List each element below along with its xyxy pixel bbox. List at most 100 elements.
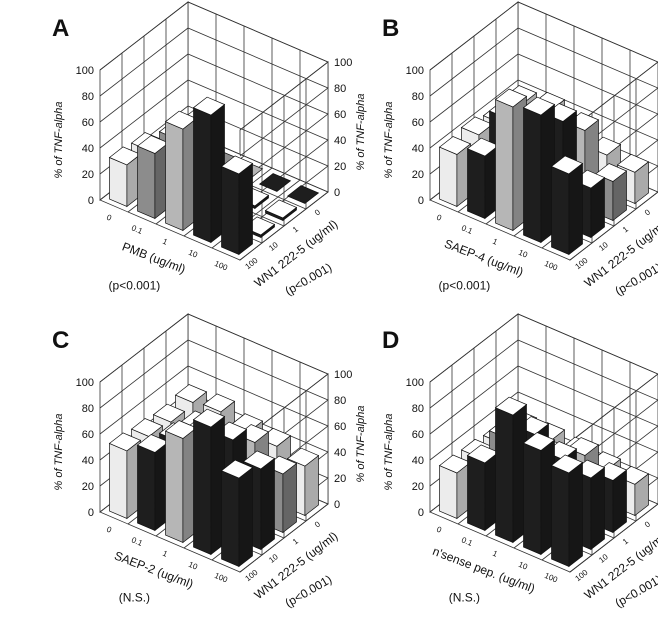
bar-top: [220, 155, 254, 175]
z-tick-label: 100: [243, 568, 260, 584]
z-tick-label: 100: [573, 568, 590, 584]
bar-front: [109, 442, 128, 520]
bar: [466, 444, 500, 532]
bar: [192, 96, 226, 244]
z-tick-label: 0: [643, 519, 652, 529]
bar-front: [193, 107, 212, 244]
bar-front: [467, 454, 486, 532]
panel-letter: B: [382, 15, 399, 42]
bar: [192, 408, 226, 556]
bars: [438, 85, 650, 256]
bar: [258, 173, 292, 192]
z-tick-label: 10: [597, 240, 610, 253]
y-tick-label-right: 0: [334, 499, 340, 511]
z-tick-label: 1: [291, 224, 300, 234]
bar: [136, 135, 170, 220]
x-pvalue: (p<0.001): [109, 279, 161, 293]
bar: [108, 146, 142, 208]
panel-letter: A: [52, 15, 69, 42]
y-tick-label-left: 20: [82, 169, 94, 181]
z-tick-label: 1: [291, 536, 300, 546]
z-tick-label: 0: [313, 207, 322, 217]
bar-top: [192, 96, 226, 116]
bar-side: [260, 457, 275, 551]
y-tick-label-left: 0: [418, 507, 424, 519]
bar-top: [438, 136, 472, 155]
x-tick-label: 0: [435, 525, 443, 535]
z-tick-label: 100: [243, 256, 260, 272]
y-tick-label-right: 60: [334, 421, 346, 433]
y-tick-label-left: 0: [88, 507, 94, 519]
bar: [164, 110, 198, 232]
x-tick-label: 0.1: [130, 223, 144, 236]
y-tick-label-left: 0: [88, 195, 94, 207]
y-tick-label-left: 40: [412, 143, 424, 155]
x-axis-label: SAEP-2 (ug/ml): [112, 548, 195, 591]
y-tick-label-right: 60: [334, 109, 346, 121]
y-axis-label-right: % of TNF-alpha: [355, 93, 367, 170]
y-axis-label-right: % of TNF-alpha: [355, 405, 367, 482]
bar-top: [522, 432, 556, 451]
x-tick-label: 0.1: [130, 535, 144, 548]
y-tick-label-left: 0: [418, 195, 424, 207]
bar-front: [551, 464, 570, 568]
x-tick-label: 0: [435, 213, 443, 223]
x-tick-label: 10: [517, 248, 529, 260]
bar: [136, 434, 170, 532]
bar-top: [616, 153, 650, 173]
bar-front: [551, 165, 570, 256]
bar-side: [568, 162, 583, 256]
bar-front: [165, 121, 184, 232]
bar-side: [612, 469, 627, 534]
bar-top: [242, 450, 276, 470]
y-tick-label-right: 80: [334, 395, 346, 407]
bar-top: [286, 185, 320, 204]
y-tick-label-left: 60: [412, 429, 424, 441]
x-pvalue: (N.S.): [449, 591, 480, 605]
y-tick-label-right: 20: [334, 473, 346, 485]
bar-side: [238, 466, 253, 568]
bar-front: [523, 107, 542, 244]
bar: [522, 96, 556, 244]
z-tick-label: 10: [597, 552, 610, 565]
bar: [264, 199, 298, 222]
bar: [220, 155, 254, 256]
bar-top: [108, 432, 142, 452]
bar-top: [130, 418, 164, 437]
bar: [494, 88, 528, 232]
bar-front: [523, 442, 542, 556]
y-tick-label-left: 100: [76, 377, 94, 389]
bar-front: [439, 146, 458, 208]
bar-front: [221, 165, 240, 256]
panel-letter: D: [382, 327, 399, 354]
bar-top: [550, 454, 584, 474]
bar-top: [258, 173, 292, 192]
bar-front: [109, 156, 128, 208]
y-tick-label-left: 20: [412, 481, 424, 493]
x-tick-label: 1: [161, 549, 169, 559]
z-tick-label: 0: [313, 519, 322, 529]
y-tick-label-left: 40: [412, 455, 424, 467]
bars: [108, 96, 320, 256]
x-axis-label: SAEP-4 (ug/ml): [442, 236, 525, 279]
y-tick-label-left: 80: [412, 403, 424, 415]
x-tick-label: 1: [161, 237, 169, 247]
y-tick-label-left: 80: [412, 91, 424, 103]
x-tick-label: 100: [213, 259, 229, 273]
y-tick-label-left: 40: [82, 143, 94, 155]
x-tick-label: 100: [543, 259, 559, 273]
y-tick-label-left: 80: [82, 403, 94, 415]
bar-top: [494, 396, 528, 416]
x-tick-label: 10: [187, 248, 199, 260]
y-tick-label-left: 100: [76, 65, 94, 77]
bar-top: [174, 384, 208, 403]
y-tick-label-left: 100: [406, 377, 424, 389]
x-tick-label: 0: [105, 213, 113, 223]
y-tick-label-left: 20: [412, 169, 424, 181]
bar-front: [495, 407, 514, 544]
bar-top: [494, 88, 528, 108]
bar-top: [192, 408, 226, 428]
y-tick-label-left: 60: [82, 117, 94, 129]
x-pvalue: (p<0.001): [439, 279, 491, 293]
